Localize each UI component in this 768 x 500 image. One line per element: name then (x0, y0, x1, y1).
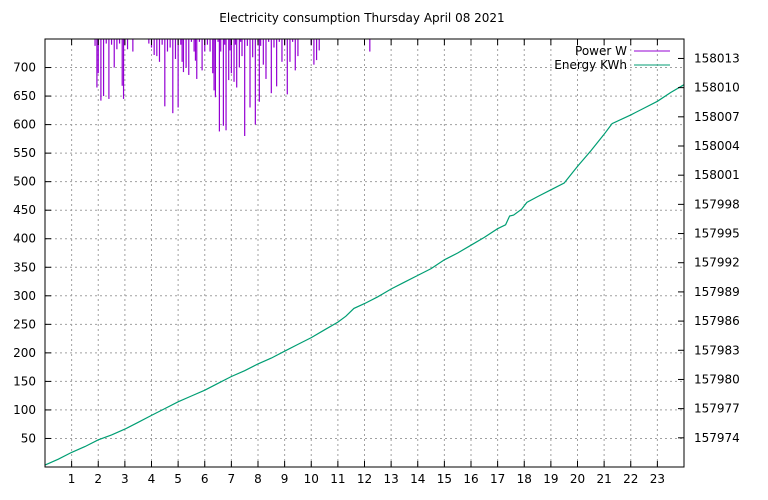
grid (45, 39, 684, 467)
y-left-tick-label: 550 (13, 146, 36, 160)
y-left-tick-label: 50 (21, 431, 36, 445)
x-tick-label: 11 (330, 472, 345, 486)
y-left-tick-label: 700 (13, 61, 36, 75)
y-left-tick-label: 300 (13, 289, 36, 303)
y-right-tick-label: 158001 (694, 168, 740, 182)
y-right-tick-label: 157989 (694, 285, 740, 299)
y-left-tick-label: 450 (13, 203, 36, 217)
x-tick-label: 4 (148, 472, 156, 486)
legend-label-power: Power W (575, 44, 627, 58)
y-axis-right: 157974 157977 157980 157983 157986 157989 1579… (678, 51, 740, 445)
x-tick-label: 19 (543, 472, 558, 486)
y-left-tick-label: 350 (13, 260, 36, 274)
x-tick-label: 12 (357, 472, 372, 486)
y-right-tick-label: 157983 (694, 343, 740, 357)
x-axis: 1 2 3 4 5 6 7 8 9 10 11 12 13 14 15 16 17 18 19 20 21 22 23 (68, 39, 665, 486)
x-tick-label: 20 (570, 472, 585, 486)
y-right-tick-label: 158004 (694, 139, 740, 153)
x-tick-label: 22 (623, 472, 638, 486)
x-tick-label: 13 (383, 472, 398, 486)
x-tick-label: 16 (463, 472, 478, 486)
plot-frame (44, 38, 685, 468)
y-right-tick-label: 157998 (694, 197, 740, 211)
y-right-tick-label: 157992 (694, 256, 740, 270)
x-tick-label: 17 (490, 472, 505, 486)
x-tick-label: 8 (254, 472, 262, 486)
y-right-tick-label: 157995 (694, 227, 740, 241)
legend-label-energy: Energy KWh (554, 58, 627, 72)
y-right-tick-label: 158013 (694, 51, 740, 65)
x-tick-label: 5 (174, 472, 182, 486)
y-right-tick-label: 157974 (694, 431, 740, 445)
y-left-tick-label: 150 (13, 374, 36, 388)
x-tick-label: 7 (228, 472, 236, 486)
y-left-tick-label: 100 (13, 403, 36, 417)
energy-series (44, 84, 685, 466)
y-left-tick-label: 600 (13, 118, 36, 132)
y-left-tick-label: 650 (13, 89, 36, 103)
chart-title: Electricity consumption Thursday April 0… (219, 11, 504, 25)
energy-line (44, 84, 685, 466)
x-tick-label: 1 (68, 472, 76, 486)
y-left-tick-label: 400 (13, 232, 36, 246)
x-tick-label: 6 (201, 472, 209, 486)
power-series (94, 39, 371, 137)
x-tick-label: 23 (650, 472, 665, 486)
x-tick-label: 10 (304, 472, 319, 486)
y-right-tick-label: 158010 (694, 81, 740, 95)
x-tick-label: 3 (121, 472, 129, 486)
x-tick-label: 9 (281, 472, 289, 486)
y-right-tick-label: 157986 (694, 314, 740, 328)
y-left-tick-label: 500 (13, 175, 36, 189)
y-axis-left: 50 100 150 200 250 300 350 400 450 500 550 600 650 70… (13, 61, 51, 445)
y-right-tick-label: 158007 (694, 110, 740, 124)
x-tick-label: 18 (517, 472, 532, 486)
x-tick-label: 21 (596, 472, 611, 486)
y-left-tick-label: 250 (13, 317, 36, 331)
x-tick-label: 2 (94, 472, 102, 486)
y-right-tick-label: 157977 (694, 402, 740, 416)
y-right-tick-label: 157980 (694, 372, 740, 386)
legend: Power W Energy KWh (554, 44, 670, 72)
x-tick-label: 15 (437, 472, 452, 486)
x-tick-label: 14 (410, 472, 425, 486)
y-left-tick-label: 200 (13, 346, 36, 360)
